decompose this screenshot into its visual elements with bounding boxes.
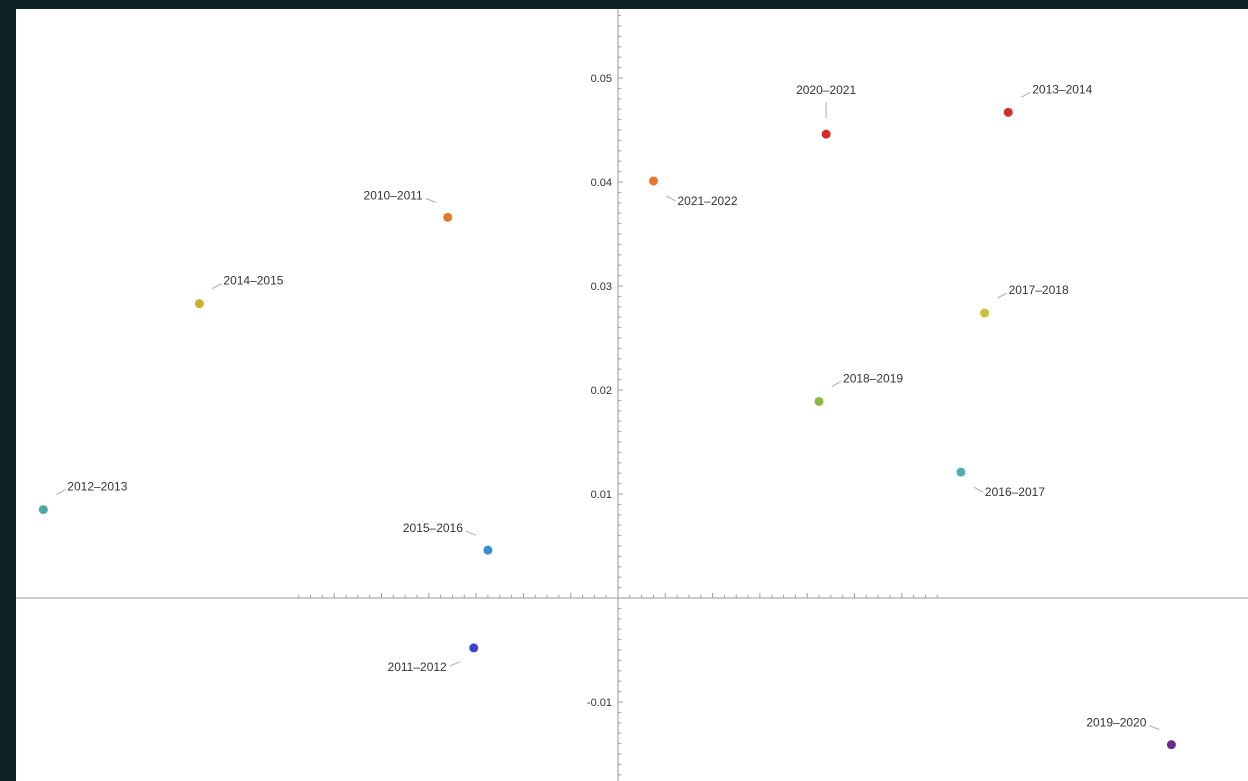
point-label: 2021–2022 [677, 194, 737, 208]
label-leader-line [425, 197, 436, 203]
point-label: 2012–2013 [67, 480, 127, 494]
y-tick-label: 0.04 [591, 177, 612, 189]
label-leader-line [973, 486, 984, 493]
y-tick-label: 0.01 [591, 489, 612, 501]
point-label: 2015–2016 [403, 521, 463, 535]
label-leader-line [1020, 91, 1031, 98]
label-leader-line [465, 530, 477, 536]
point-label: 2011–2012 [388, 660, 448, 674]
label-leader-line [1149, 725, 1160, 731]
data-point [1166, 740, 1176, 750]
label-leader-line [212, 283, 222, 290]
y-tick-label: 0.05 [591, 73, 612, 85]
label-leader-line [449, 661, 460, 667]
data-point [469, 643, 479, 653]
scatter-chart: -0.01 0.01 0.02 0.03 0.04 0.05 2010–2011 2011–2… [16, 9, 1248, 781]
y-tick-label: 0.02 [591, 385, 612, 397]
data-point [1003, 107, 1013, 117]
data-point [648, 176, 658, 186]
point-label: 2013–2014 [1032, 82, 1092, 96]
y-tick-label: 0.03 [591, 281, 612, 293]
label-leader-line [997, 292, 1007, 299]
point-label: 2018–2019 [843, 371, 903, 385]
label-leader-line [56, 489, 66, 496]
data-point [38, 505, 48, 515]
data-point [443, 212, 453, 222]
point-label: 2010–2011 [364, 188, 424, 202]
data-point [980, 308, 990, 318]
point-label: 2020–2021 [796, 83, 856, 97]
point-label: 2019–2020 [1086, 716, 1146, 730]
data-point [194, 299, 204, 309]
label-leader-line [831, 381, 842, 387]
data-point [814, 396, 824, 406]
data-point [956, 467, 966, 477]
point-label: 2016–2017 [985, 485, 1045, 499]
point-label: 2017–2018 [1009, 283, 1069, 297]
chart-frame: -0.01 0.01 0.02 0.03 0.04 0.05 2010–2011 2011–2… [16, 9, 1248, 781]
data-point [483, 545, 493, 555]
y-tick-label: -0.01 [587, 697, 612, 709]
point-label: 2014–2015 [223, 274, 283, 288]
data-point [821, 129, 831, 139]
label-leader-line [666, 195, 676, 202]
